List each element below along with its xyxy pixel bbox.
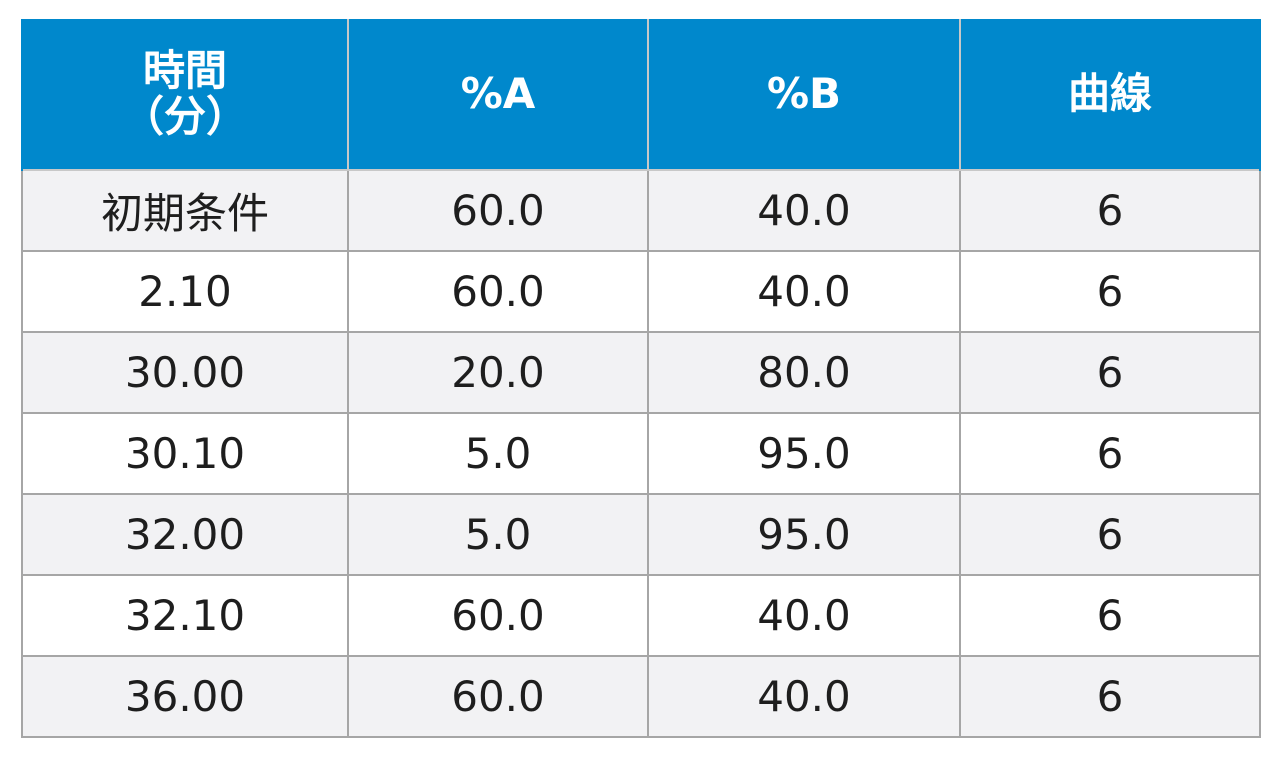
cell-percent-a: 5.0: [347, 493, 649, 576]
cell-curve: 6: [959, 169, 1261, 252]
header-time-line2: （分）: [121, 92, 248, 141]
cell-percent-b: 40.0: [647, 574, 961, 657]
cell-time: 32.00: [21, 493, 349, 576]
table-row: 2.10 60.0 40.0 6: [21, 250, 1261, 333]
gradient-table: 時間 （分） %A %B 曲線 初期条件 60.0 40.0 6 2.10 60…: [21, 19, 1261, 738]
cell-percent-a: 60.0: [347, 655, 649, 738]
cell-time: 初期条件: [21, 169, 349, 252]
cell-percent-b: 95.0: [647, 493, 961, 576]
cell-percent-b: 40.0: [647, 655, 961, 738]
cell-percent-a: 20.0: [347, 331, 649, 414]
cell-time: 32.10: [21, 574, 349, 657]
cell-curve: 6: [959, 655, 1261, 738]
header-row: 時間 （分） %A %B 曲線: [21, 19, 1261, 170]
cell-curve: 6: [959, 331, 1261, 414]
cell-percent-b: 40.0: [647, 250, 961, 333]
table-row: 32.10 60.0 40.0 6: [21, 574, 1261, 657]
cell-percent-a: 60.0: [347, 574, 649, 657]
header-percent-b: %B: [647, 19, 961, 170]
table-row: 32.00 5.0 95.0 6: [21, 493, 1261, 576]
cell-percent-b: 40.0: [647, 169, 961, 252]
cell-percent-b: 80.0: [647, 331, 961, 414]
header-time-line1: 時間: [142, 45, 227, 95]
cell-curve: 6: [959, 250, 1261, 333]
table-row: 30.00 20.0 80.0 6: [21, 331, 1261, 414]
cell-percent-b: 95.0: [647, 412, 961, 495]
cell-time: 30.10: [21, 412, 349, 495]
cell-percent-a: 5.0: [347, 412, 649, 495]
cell-percent-a: 60.0: [347, 250, 649, 333]
cell-percent-a: 60.0: [347, 169, 649, 252]
cell-curve: 6: [959, 493, 1261, 576]
table-row: 初期条件 60.0 40.0 6: [21, 169, 1261, 252]
table-row: 36.00 60.0 40.0 6: [21, 655, 1261, 738]
cell-curve: 6: [959, 412, 1261, 495]
header-time: 時間 （分）: [21, 19, 349, 170]
table-row: 30.10 5.0 95.0 6: [21, 412, 1261, 495]
cell-time: 36.00: [21, 655, 349, 738]
header-curve: 曲線: [959, 19, 1261, 170]
cell-time: 2.10: [21, 250, 349, 333]
cell-curve: 6: [959, 574, 1261, 657]
header-percent-a: %A: [347, 19, 649, 170]
cell-time: 30.00: [21, 331, 349, 414]
